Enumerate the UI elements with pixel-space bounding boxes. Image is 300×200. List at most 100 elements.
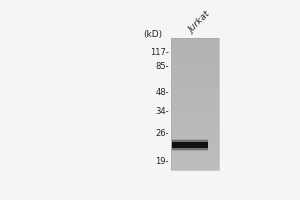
- Bar: [171, 91, 219, 92]
- Text: 19-: 19-: [155, 157, 169, 166]
- Bar: [171, 59, 219, 60]
- Bar: [171, 169, 219, 170]
- Bar: [171, 115, 219, 116]
- Bar: [171, 122, 219, 123]
- Bar: [171, 138, 219, 139]
- Bar: [171, 56, 219, 57]
- Bar: [171, 42, 219, 43]
- Bar: [171, 75, 219, 76]
- Bar: [171, 83, 219, 84]
- Bar: [171, 141, 219, 142]
- Bar: [171, 89, 219, 90]
- Bar: [171, 48, 219, 49]
- Bar: [171, 43, 219, 44]
- Bar: [171, 83, 219, 84]
- Bar: [171, 150, 219, 151]
- Bar: [171, 128, 219, 129]
- Bar: [171, 41, 219, 42]
- Bar: [171, 94, 219, 95]
- Bar: [171, 120, 219, 121]
- Bar: [171, 119, 219, 120]
- Bar: [171, 67, 219, 68]
- Bar: [171, 112, 219, 113]
- Bar: [171, 139, 219, 140]
- Bar: [171, 40, 219, 41]
- Bar: [171, 122, 219, 123]
- Bar: [171, 157, 219, 158]
- Bar: [171, 132, 219, 133]
- Bar: [172, 139, 208, 142]
- Bar: [171, 73, 219, 74]
- Bar: [171, 162, 219, 163]
- Bar: [171, 58, 219, 59]
- Bar: [171, 158, 219, 159]
- Bar: [171, 126, 219, 127]
- Bar: [171, 146, 219, 147]
- Bar: [171, 126, 219, 127]
- Bar: [171, 132, 219, 133]
- Text: 85-: 85-: [155, 62, 169, 71]
- Bar: [171, 143, 219, 144]
- Bar: [171, 47, 219, 48]
- Text: 26-: 26-: [155, 129, 169, 138]
- Bar: [171, 110, 219, 111]
- Bar: [171, 50, 219, 51]
- Bar: [171, 72, 219, 73]
- Bar: [171, 116, 219, 117]
- Bar: [171, 71, 219, 72]
- Bar: [171, 66, 219, 67]
- Bar: [171, 54, 219, 55]
- Bar: [171, 71, 219, 72]
- Text: 48-: 48-: [155, 88, 169, 97]
- Bar: [172, 148, 208, 151]
- Text: Jurkat: Jurkat: [188, 10, 212, 35]
- Bar: [171, 69, 219, 70]
- Bar: [171, 124, 219, 125]
- Bar: [171, 70, 219, 71]
- Bar: [172, 142, 208, 148]
- Bar: [171, 46, 219, 47]
- Bar: [171, 79, 219, 80]
- Bar: [171, 140, 219, 141]
- Bar: [171, 86, 219, 87]
- Bar: [171, 153, 219, 154]
- Bar: [171, 145, 219, 146]
- Bar: [171, 165, 219, 166]
- Bar: [171, 82, 219, 83]
- Bar: [171, 107, 219, 108]
- Bar: [171, 85, 219, 86]
- Bar: [171, 53, 219, 54]
- Bar: [171, 92, 219, 93]
- Bar: [171, 161, 219, 162]
- Bar: [171, 55, 219, 56]
- Bar: [171, 111, 219, 112]
- Bar: [171, 129, 219, 130]
- Bar: [171, 118, 219, 119]
- Bar: [171, 69, 219, 70]
- Bar: [171, 100, 219, 101]
- Bar: [171, 63, 219, 64]
- Bar: [171, 75, 219, 76]
- Bar: [171, 80, 219, 81]
- Bar: [171, 118, 219, 119]
- Bar: [171, 127, 219, 128]
- Bar: [171, 68, 219, 69]
- Bar: [171, 60, 219, 61]
- Bar: [171, 130, 219, 131]
- Bar: [171, 136, 219, 137]
- Bar: [171, 121, 219, 122]
- Bar: [171, 64, 219, 65]
- Bar: [171, 87, 219, 88]
- Bar: [171, 38, 219, 170]
- Bar: [171, 62, 219, 63]
- Bar: [171, 131, 219, 132]
- Bar: [171, 99, 219, 100]
- Bar: [171, 79, 219, 80]
- Bar: [171, 117, 219, 118]
- Bar: [171, 154, 219, 155]
- Bar: [171, 133, 219, 134]
- Bar: [171, 144, 219, 145]
- Bar: [171, 85, 219, 86]
- Bar: [171, 135, 219, 136]
- Bar: [171, 124, 219, 125]
